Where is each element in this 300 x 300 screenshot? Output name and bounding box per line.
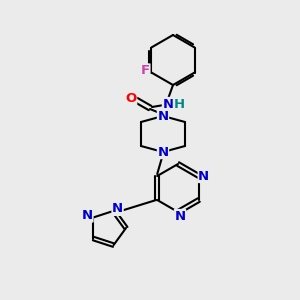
Text: N: N <box>82 209 93 222</box>
Text: H: H <box>173 98 184 110</box>
Text: N: N <box>174 209 186 223</box>
Text: N: N <box>158 146 169 158</box>
Text: F: F <box>141 64 150 77</box>
Text: N: N <box>198 169 209 182</box>
Text: N: N <box>112 202 123 215</box>
Text: O: O <box>125 92 136 104</box>
Text: N: N <box>162 98 174 110</box>
Text: N: N <box>158 110 169 122</box>
